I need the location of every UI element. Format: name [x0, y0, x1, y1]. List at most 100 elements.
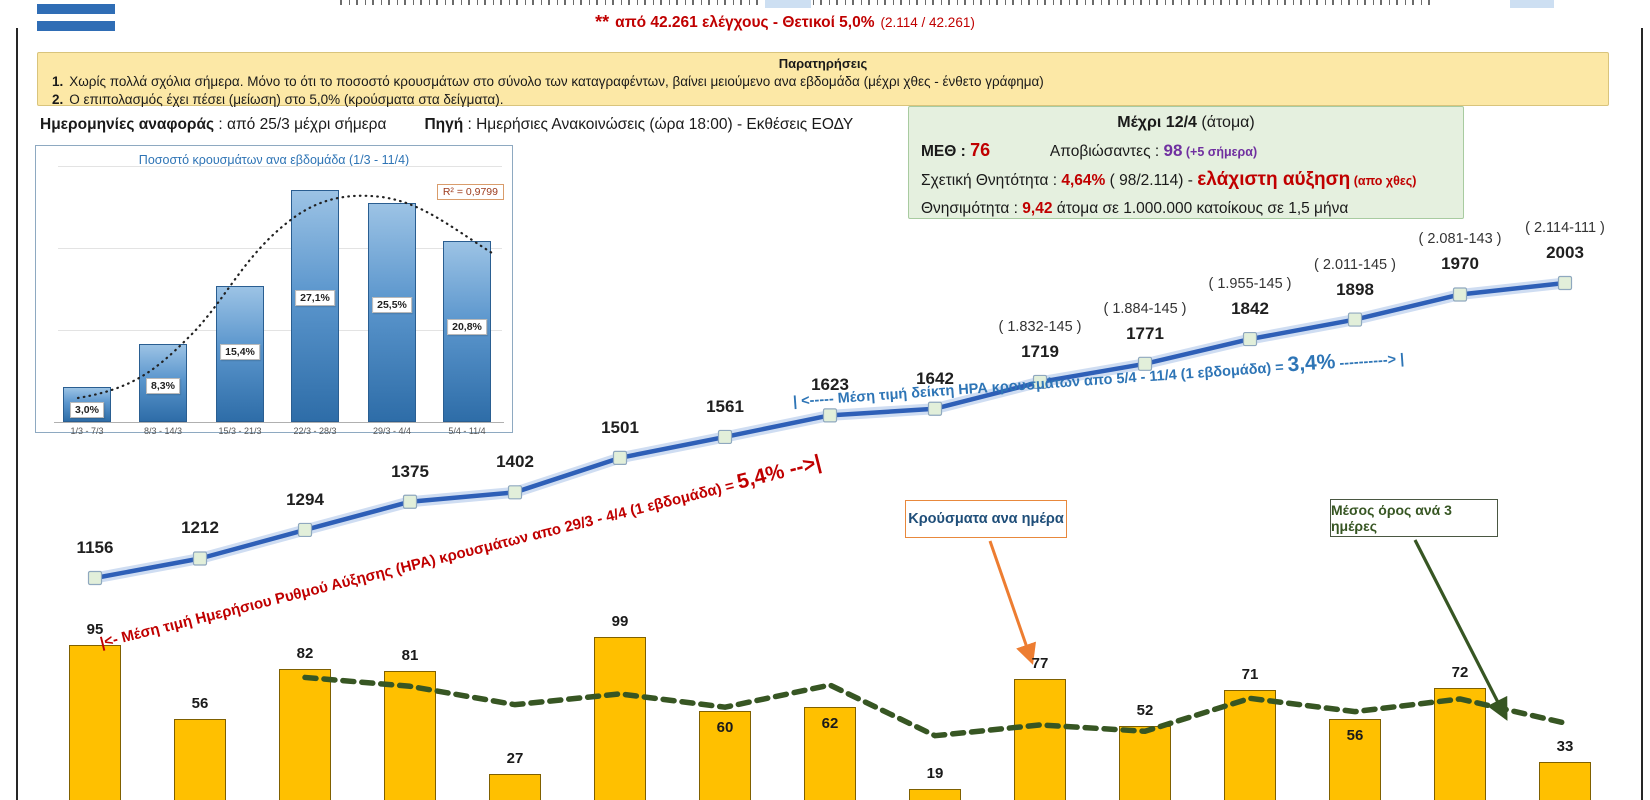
daily-bar-value-label: 60: [716, 719, 734, 736]
flag-stripe: [37, 21, 115, 31]
tests-positivity-note: ** από 42.261 ελέγχους - Θετικοί 5,0% (2.1…: [0, 12, 1570, 33]
daily-cases-bar: [909, 788, 961, 800]
daily-cases-bar: [489, 773, 541, 800]
line-point-value: 1623: [811, 375, 849, 395]
line-point-marker: [1347, 312, 1363, 327]
weekly-category-label: 5/4 - 11/4: [448, 426, 486, 436]
observation-item: 2. Ο επιπολασμός έχει πέσει (μείωση) στο …: [48, 91, 1598, 109]
mortality-label: Θνησιμότητα :: [921, 199, 1023, 217]
weekly-bar-value-label: 25,5%: [372, 297, 412, 314]
weekly-bar-value-label: 27,1%: [295, 289, 335, 306]
mortality-value: 9,42: [1022, 199, 1053, 217]
line-point-marker: [822, 408, 838, 423]
daily-bar-value-label: 99: [611, 612, 629, 630]
line-point-marker: [612, 450, 628, 465]
line-point-annotation: ( 2.011-145 ): [1314, 256, 1396, 273]
cfr-detail: ( 98/2.114) -: [1105, 172, 1198, 190]
hra-blue-value: 3,4%: [1286, 350, 1337, 377]
daily-bar-value-label: 62: [821, 715, 839, 733]
daily-cases-bar: [1014, 678, 1066, 800]
r-squared-badge: R² = 0,9799: [436, 184, 504, 200]
observations-box: Παρατηρήσεις 1. Χωρίς πολλά σχόλια σήμερα…: [37, 52, 1609, 109]
cfr-value: 4,64%: [1061, 172, 1106, 190]
daily-bar-value-label: 95: [86, 620, 104, 638]
totals-title-date: Μέχρι 12/4: [1117, 114, 1197, 131]
line-point-annotation: ( 1.955-145 ): [1208, 276, 1292, 293]
daily-cases-bar: [384, 671, 436, 800]
cfr-row: Σχετική Θνητότητα : 4,64% ( 98/2.114) - …: [921, 165, 1451, 196]
mortality-row: Θνησιμότητα : 9,42 άτομα σε 1.000.000 κα…: [921, 196, 1451, 221]
daily-bar-value-label: 33: [1556, 738, 1574, 756]
flag-stripe: [37, 4, 115, 14]
daily-callout-arrow: [988, 540, 1037, 665]
line-point-marker: [192, 551, 208, 566]
deaths-value: 98: [1163, 140, 1183, 160]
frame-border-right: [1641, 28, 1643, 800]
hra-blue-arrow-text: ----------> |: [1334, 351, 1405, 373]
cfr-label: Σχετική Θνητότητα :: [921, 172, 1062, 190]
daily-bar-value-label: 19: [926, 764, 944, 782]
line-point-value: 1970: [1441, 254, 1479, 274]
separator: :: [463, 116, 477, 133]
line-point-value: 1294: [286, 489, 324, 509]
daily-bar-value-label: 82: [296, 645, 314, 663]
line-point-marker: [1557, 275, 1573, 291]
weekly-chart-title: Ποσοστό κρουσμάτων ανα εβδομάδα (1/3 - 1…: [138, 153, 410, 167]
weekly-bar-value-label: 3,0%: [70, 402, 104, 419]
icu-deaths-row: ΜΕΘ : 76 Αποβιώσαντες : 98 (+5 σήμερα): [921, 136, 1451, 165]
line-point-annotation: ( 1.832-145 ): [998, 318, 1082, 335]
moving-average-callout: Μέσος όρος ανά 3 ημέρες: [1330, 499, 1498, 537]
weekly-bar-value-label: 20,8%: [447, 319, 487, 336]
line-point-value: 1156: [76, 538, 114, 557]
observation-number: 2.: [52, 91, 64, 107]
source-value: Ημερήσιες Ανακοινώσεις (ώρα 18:00) - Εκθ…: [476, 116, 854, 133]
line-point-value: 1842: [1231, 299, 1269, 319]
line-point-marker: [297, 522, 313, 538]
line-point-marker: [87, 570, 103, 586]
daily-bar-value-label: 77: [1031, 654, 1049, 672]
weekly-share-chart: Ποσοστό κρουσμάτων ανα εβδομάδα (1/3 - 1…: [35, 145, 513, 436]
deaths-label: Αποβιώσαντες :: [1049, 142, 1164, 160]
line-point-value: 1898: [1336, 279, 1374, 299]
weekly-bar-value-label: 8,3%: [146, 377, 180, 394]
daily-bar-value-label: 52: [1136, 702, 1154, 720]
line-point-value: 2003: [1546, 243, 1584, 262]
weekly-category-label: 22/3 - 28/3: [293, 426, 337, 436]
dates-label: Ημερομηνίες αναφοράς: [40, 116, 215, 133]
observation-number: 1.: [52, 73, 64, 89]
line-point-value: 1642: [916, 368, 954, 388]
weekly-bar-value-label: 15,4%: [220, 344, 260, 361]
line-point-marker: [402, 494, 418, 509]
line-point-annotation: ( 2.081-143 ): [1418, 231, 1502, 248]
hra-red-value: 5,4% -->|: [734, 450, 824, 494]
separator: :: [214, 116, 228, 133]
daily-cases-bar: [69, 644, 121, 800]
line-point-value: 1375: [391, 461, 429, 481]
weekly-category-label: 29/3 - 4/4: [372, 426, 412, 436]
title-highlight-patch: [765, 0, 811, 8]
source-label: Πηγή: [424, 116, 464, 133]
note-stars: **: [595, 12, 610, 32]
line-point-annotation: ( 2.114-111 ): [1525, 220, 1605, 236]
daily-bar-value-label: 56: [191, 694, 209, 712]
line-point-marker: [927, 401, 943, 416]
weekly-category-label: 15/3 - 21/3: [218, 426, 262, 436]
totals-title-unit: (άτομα): [1196, 114, 1255, 131]
daily-cases-callout: Κρούσματα ανα ημέρα: [905, 500, 1067, 538]
dates-value: από 25/3 μέχρι σήμερα: [227, 116, 387, 133]
line-point-marker: [507, 485, 523, 500]
observation-item: 1. Χωρίς πολλά σχόλια σήμερα. Μόνο το ότι…: [48, 73, 1598, 91]
line-point-marker: [717, 429, 733, 445]
line-point-value: 1212: [181, 518, 219, 538]
frame-border-left: [16, 28, 18, 800]
line-point-value: 1501: [601, 417, 639, 437]
icu-value: 76: [970, 139, 991, 160]
icu-label: ΜΕΘ :: [921, 142, 971, 160]
daily-cases-bar: [1224, 690, 1276, 800]
weekly-category-label: 1/3 - 7/3: [70, 426, 104, 436]
observations-title: Παρατηρήσεις: [778, 56, 868, 71]
daily-cases-bar: [174, 718, 226, 800]
daily-bar-value-label: 81: [401, 647, 419, 665]
x-axis: [54, 422, 504, 423]
line-point-annotation: ( 1.884-145 ): [1103, 300, 1187, 317]
